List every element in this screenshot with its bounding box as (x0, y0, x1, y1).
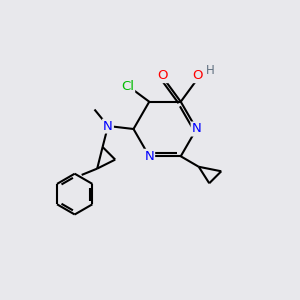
Text: H: H (206, 64, 214, 77)
Text: O: O (158, 69, 168, 82)
Text: N: N (192, 122, 201, 136)
Text: O: O (192, 69, 202, 82)
Text: N: N (103, 119, 113, 133)
Text: Cl: Cl (121, 80, 134, 93)
Text: N: N (144, 150, 154, 163)
